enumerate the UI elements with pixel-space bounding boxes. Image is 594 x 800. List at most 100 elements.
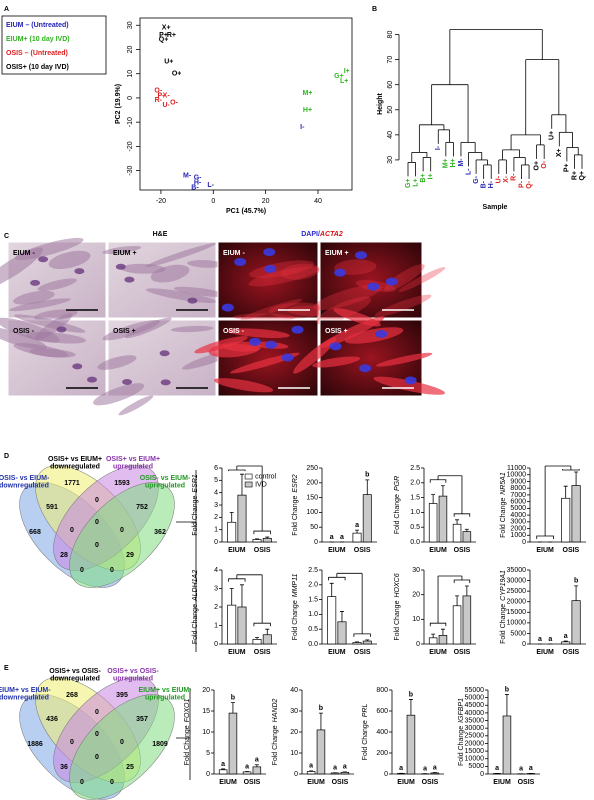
venn-count: 268 xyxy=(66,692,78,699)
leaf-label: U+ xyxy=(549,131,556,140)
significance-letter: a xyxy=(330,534,334,541)
y-tick-label: 800 xyxy=(376,687,388,694)
y-tick-label: 10000 xyxy=(507,620,527,627)
x-tick-label: OSIS xyxy=(422,779,439,786)
cell xyxy=(102,319,160,341)
significance-letter: a xyxy=(529,765,533,772)
y-tick-label: 1.0 xyxy=(308,611,318,618)
panel-letter: E xyxy=(4,665,9,672)
x-axis-label: Sample xyxy=(483,204,508,211)
y-axis-label-text: Fold Change xyxy=(500,498,507,538)
y-tick-label: 11000 xyxy=(507,465,526,472)
y-tick-label: 0.5 xyxy=(308,626,318,633)
actin-fiber xyxy=(373,376,445,395)
actin-fiber xyxy=(280,263,320,280)
y-tick-label: 200 xyxy=(376,750,388,757)
comparison-bracket xyxy=(228,466,246,472)
y-tick-label: 0.5 xyxy=(410,524,420,531)
legend-entry: OSIS – (Untreated) xyxy=(6,50,68,57)
y-axis-label-text: Fold Change xyxy=(292,496,299,536)
bar xyxy=(237,606,247,645)
y-tick-label: 3000 xyxy=(510,519,526,526)
bar xyxy=(430,772,440,775)
y-tick-label: 4000 xyxy=(510,512,526,519)
y-axis-label-gene: MMP11 xyxy=(292,574,299,598)
venn-set xyxy=(69,694,175,800)
y-axis-label-text: Fold Change xyxy=(292,600,299,640)
image-label: OSIS - xyxy=(223,328,245,335)
y-tick-label: 35000 xyxy=(507,567,527,574)
cell xyxy=(170,325,214,333)
leaf-label: G- xyxy=(473,175,480,183)
y-tick-label: 3 xyxy=(214,502,218,509)
venn-set-label: OSIS+ vs OSIS- xyxy=(49,668,101,675)
nucleus xyxy=(187,297,198,304)
nucleus xyxy=(38,256,49,263)
x-tick-label: EIUM xyxy=(328,547,346,554)
error-bar xyxy=(574,585,579,601)
y-tick-label: 20000 xyxy=(507,599,527,606)
venn-count: 668 xyxy=(29,529,41,536)
nucleus xyxy=(124,276,135,283)
y-tick-label: 0 xyxy=(214,641,218,648)
nucleus xyxy=(281,353,294,362)
error-bar xyxy=(574,471,579,486)
leaf-label: M+ xyxy=(443,158,450,168)
error-bar xyxy=(365,639,370,642)
y-tick-label: 50000 xyxy=(465,694,485,701)
leaf-label: L- xyxy=(465,168,472,175)
y-axis-label-gene: PGR xyxy=(394,476,401,491)
image-label: EIUM - xyxy=(13,250,35,257)
y-axis-label: Fold Change MMP11 xyxy=(292,574,299,641)
y-tick-label: 10000 xyxy=(507,472,527,479)
bar xyxy=(252,766,262,775)
x-tick-label: EIUM xyxy=(397,779,415,786)
nucleus xyxy=(115,263,126,270)
venn-count: 1593 xyxy=(114,480,130,487)
nucleus xyxy=(72,363,83,370)
y-tick-label: 50 xyxy=(310,524,318,531)
legend-box xyxy=(1,15,107,75)
leaf-label: P+ xyxy=(564,163,571,172)
error-bar xyxy=(329,582,334,597)
x-tick-label: OSIS xyxy=(563,649,580,656)
venn-set-label: EIUM+ vs EIUM- xyxy=(138,687,192,694)
y-tick-label: 5 xyxy=(214,477,218,484)
significance-letter: a xyxy=(495,765,499,772)
venn-count: 0 xyxy=(95,709,99,716)
x-tick-label: OSIS xyxy=(254,547,271,554)
y-tick-label: 4 xyxy=(214,490,218,497)
axes xyxy=(487,690,540,775)
y-tick-label: 55000 xyxy=(465,687,485,694)
venn-count: 362 xyxy=(154,529,166,536)
y-axis-label: Fold Change PGR xyxy=(394,476,401,534)
y-tick-label: 60 xyxy=(387,81,394,89)
cell xyxy=(102,245,142,255)
venn-set-label: OSIS- vs EIUM- xyxy=(140,475,191,482)
point-label: O- xyxy=(154,88,162,95)
y-axis-label-text: Fold Change xyxy=(184,725,191,765)
point-label: M- xyxy=(183,172,192,179)
y-tick-label: 80 xyxy=(387,31,394,39)
y-tick-label: 15 xyxy=(202,708,210,715)
bar xyxy=(262,634,272,645)
bar xyxy=(262,537,272,543)
y-axis-label-gene: CYP19A1 xyxy=(500,570,507,601)
y-axis-label-text: Fold Change xyxy=(500,604,507,644)
y-axis-label: Fold Change HAND2 xyxy=(272,698,279,765)
nucleus xyxy=(375,329,388,338)
x-tick-label: OSIS xyxy=(354,649,371,656)
leaf-label: I+ xyxy=(428,173,435,179)
leaf-label: M- xyxy=(458,158,465,167)
point-label: I+ xyxy=(344,68,350,75)
venn-count: 591 xyxy=(46,504,58,511)
leaf-label: P- xyxy=(518,180,525,188)
y-axis-label-text: Fold Change xyxy=(362,720,369,760)
y-tick-label: 25000 xyxy=(507,588,527,595)
leaf-label: H- xyxy=(488,180,495,188)
venn-count: 0 xyxy=(95,754,99,761)
significance-letter: a xyxy=(548,636,552,643)
error-bar xyxy=(239,584,244,607)
y-tick-label: 30000 xyxy=(507,577,527,584)
comparison-bracket xyxy=(228,574,246,582)
